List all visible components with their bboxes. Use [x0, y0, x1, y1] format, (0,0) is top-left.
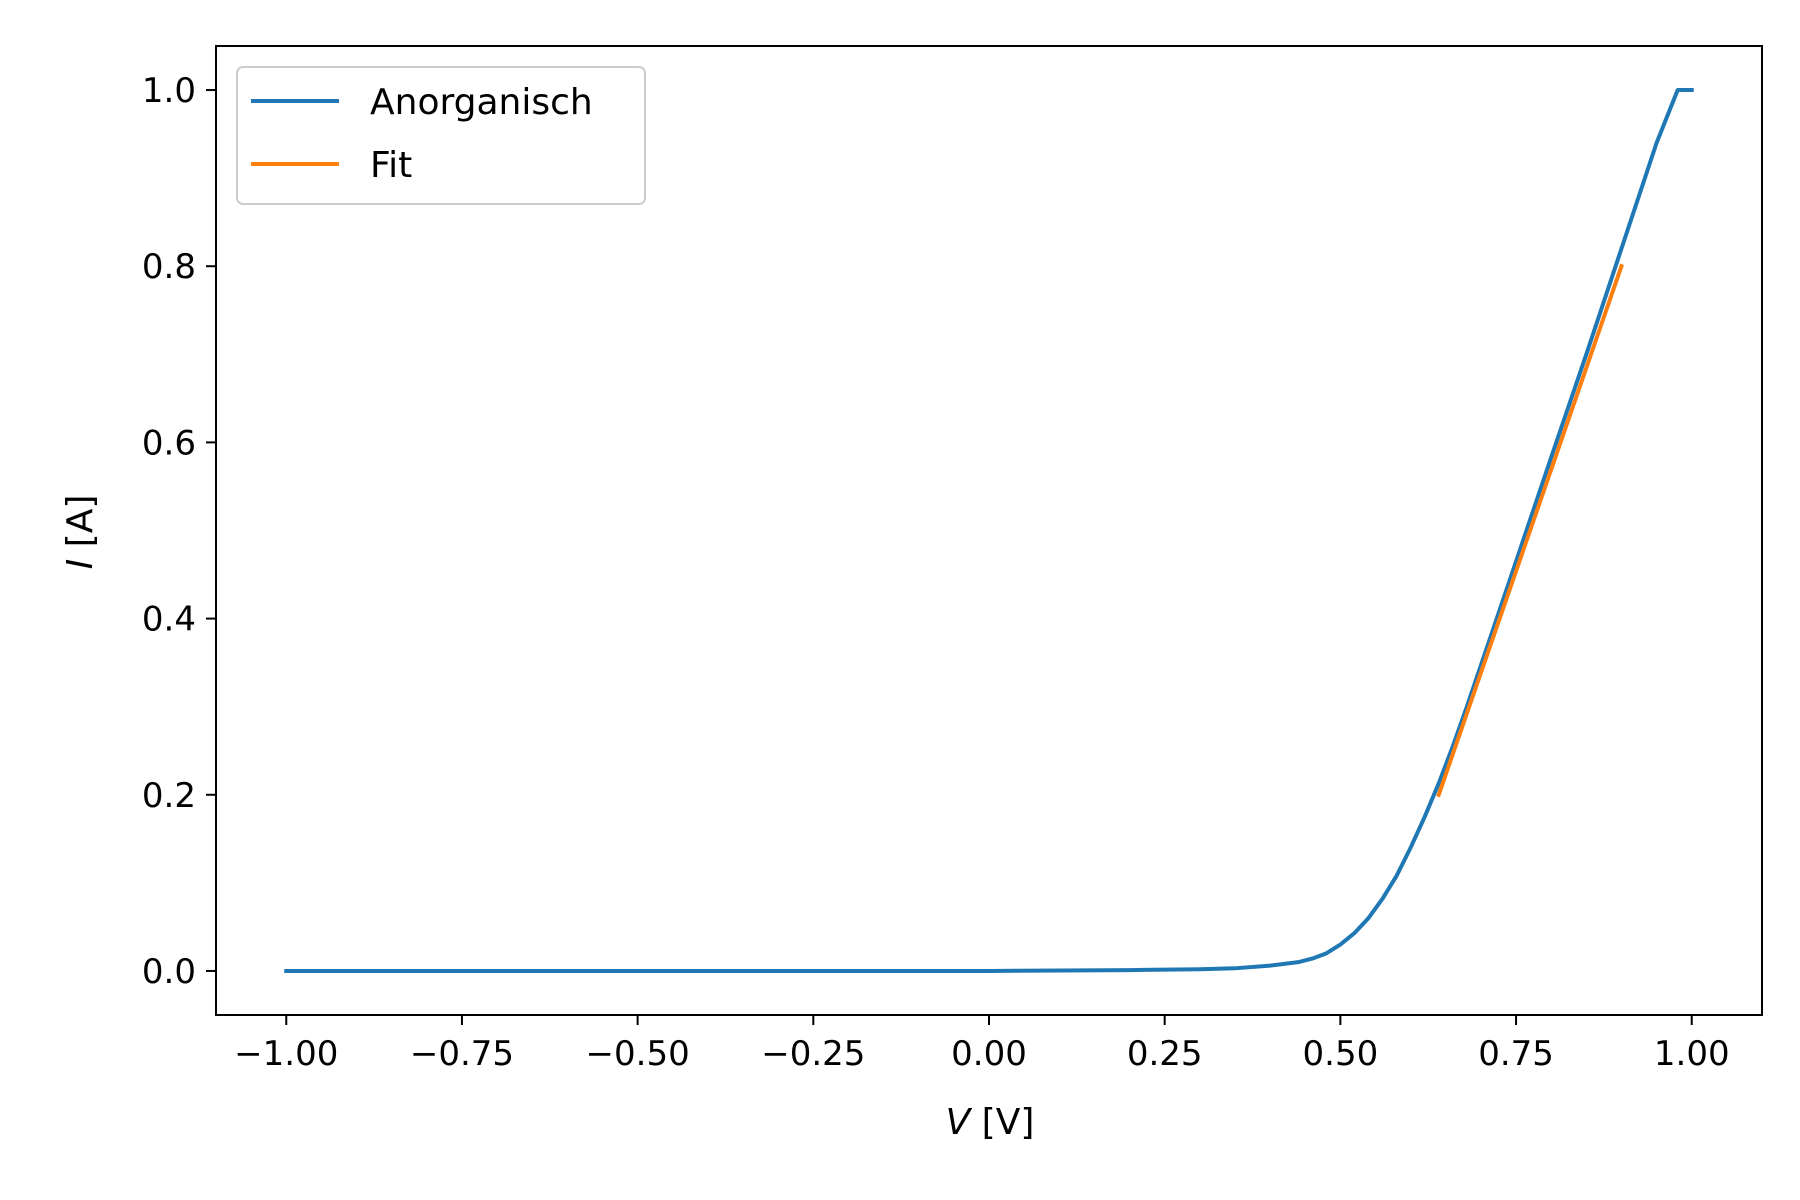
y-tick-label: 0.6	[142, 423, 196, 463]
x-axis-ticks: −1.00 −0.75 −0.50 −0.25 0.00 0.25 0.50 0.75 1.00	[234, 1015, 1730, 1074]
legend-label-fit: Fit	[370, 145, 412, 186]
y-tick-label: 0.8	[142, 247, 196, 287]
y-tick-label: 0.4	[142, 600, 196, 640]
x-tick-label: 0.50	[1303, 1034, 1379, 1074]
x-tick-label: −0.25	[761, 1034, 865, 1074]
y-tick-label: 1.0	[142, 71, 196, 111]
series-line-anorganisch	[284, 88, 1694, 973]
legend: Anorganisch Fit	[236, 66, 646, 205]
y-axis-ticks: 0.0 0.2 0.4 0.6 0.8 1.0	[142, 71, 216, 992]
x-tick-label: 0.25	[1127, 1034, 1203, 1074]
y-axis-label: I [A]	[60, 495, 101, 570]
x-tick-label: 1.00	[1654, 1034, 1730, 1074]
y-tick-label: 0.0	[142, 952, 196, 992]
series-line-fit	[1436, 263, 1624, 798]
x-tick-label: −0.75	[410, 1034, 514, 1074]
x-tick-label: −1.00	[234, 1034, 338, 1074]
x-tick-label: 0.75	[1478, 1034, 1554, 1074]
y-tick-label: 0.2	[142, 776, 196, 816]
legend-label-anorganisch: Anorganisch	[370, 82, 593, 123]
x-tick-label: −0.50	[586, 1034, 690, 1074]
series-layer	[284, 88, 1694, 973]
x-axis-label: V [V]	[946, 1102, 1035, 1143]
x-tick-label: 0.00	[951, 1034, 1027, 1074]
